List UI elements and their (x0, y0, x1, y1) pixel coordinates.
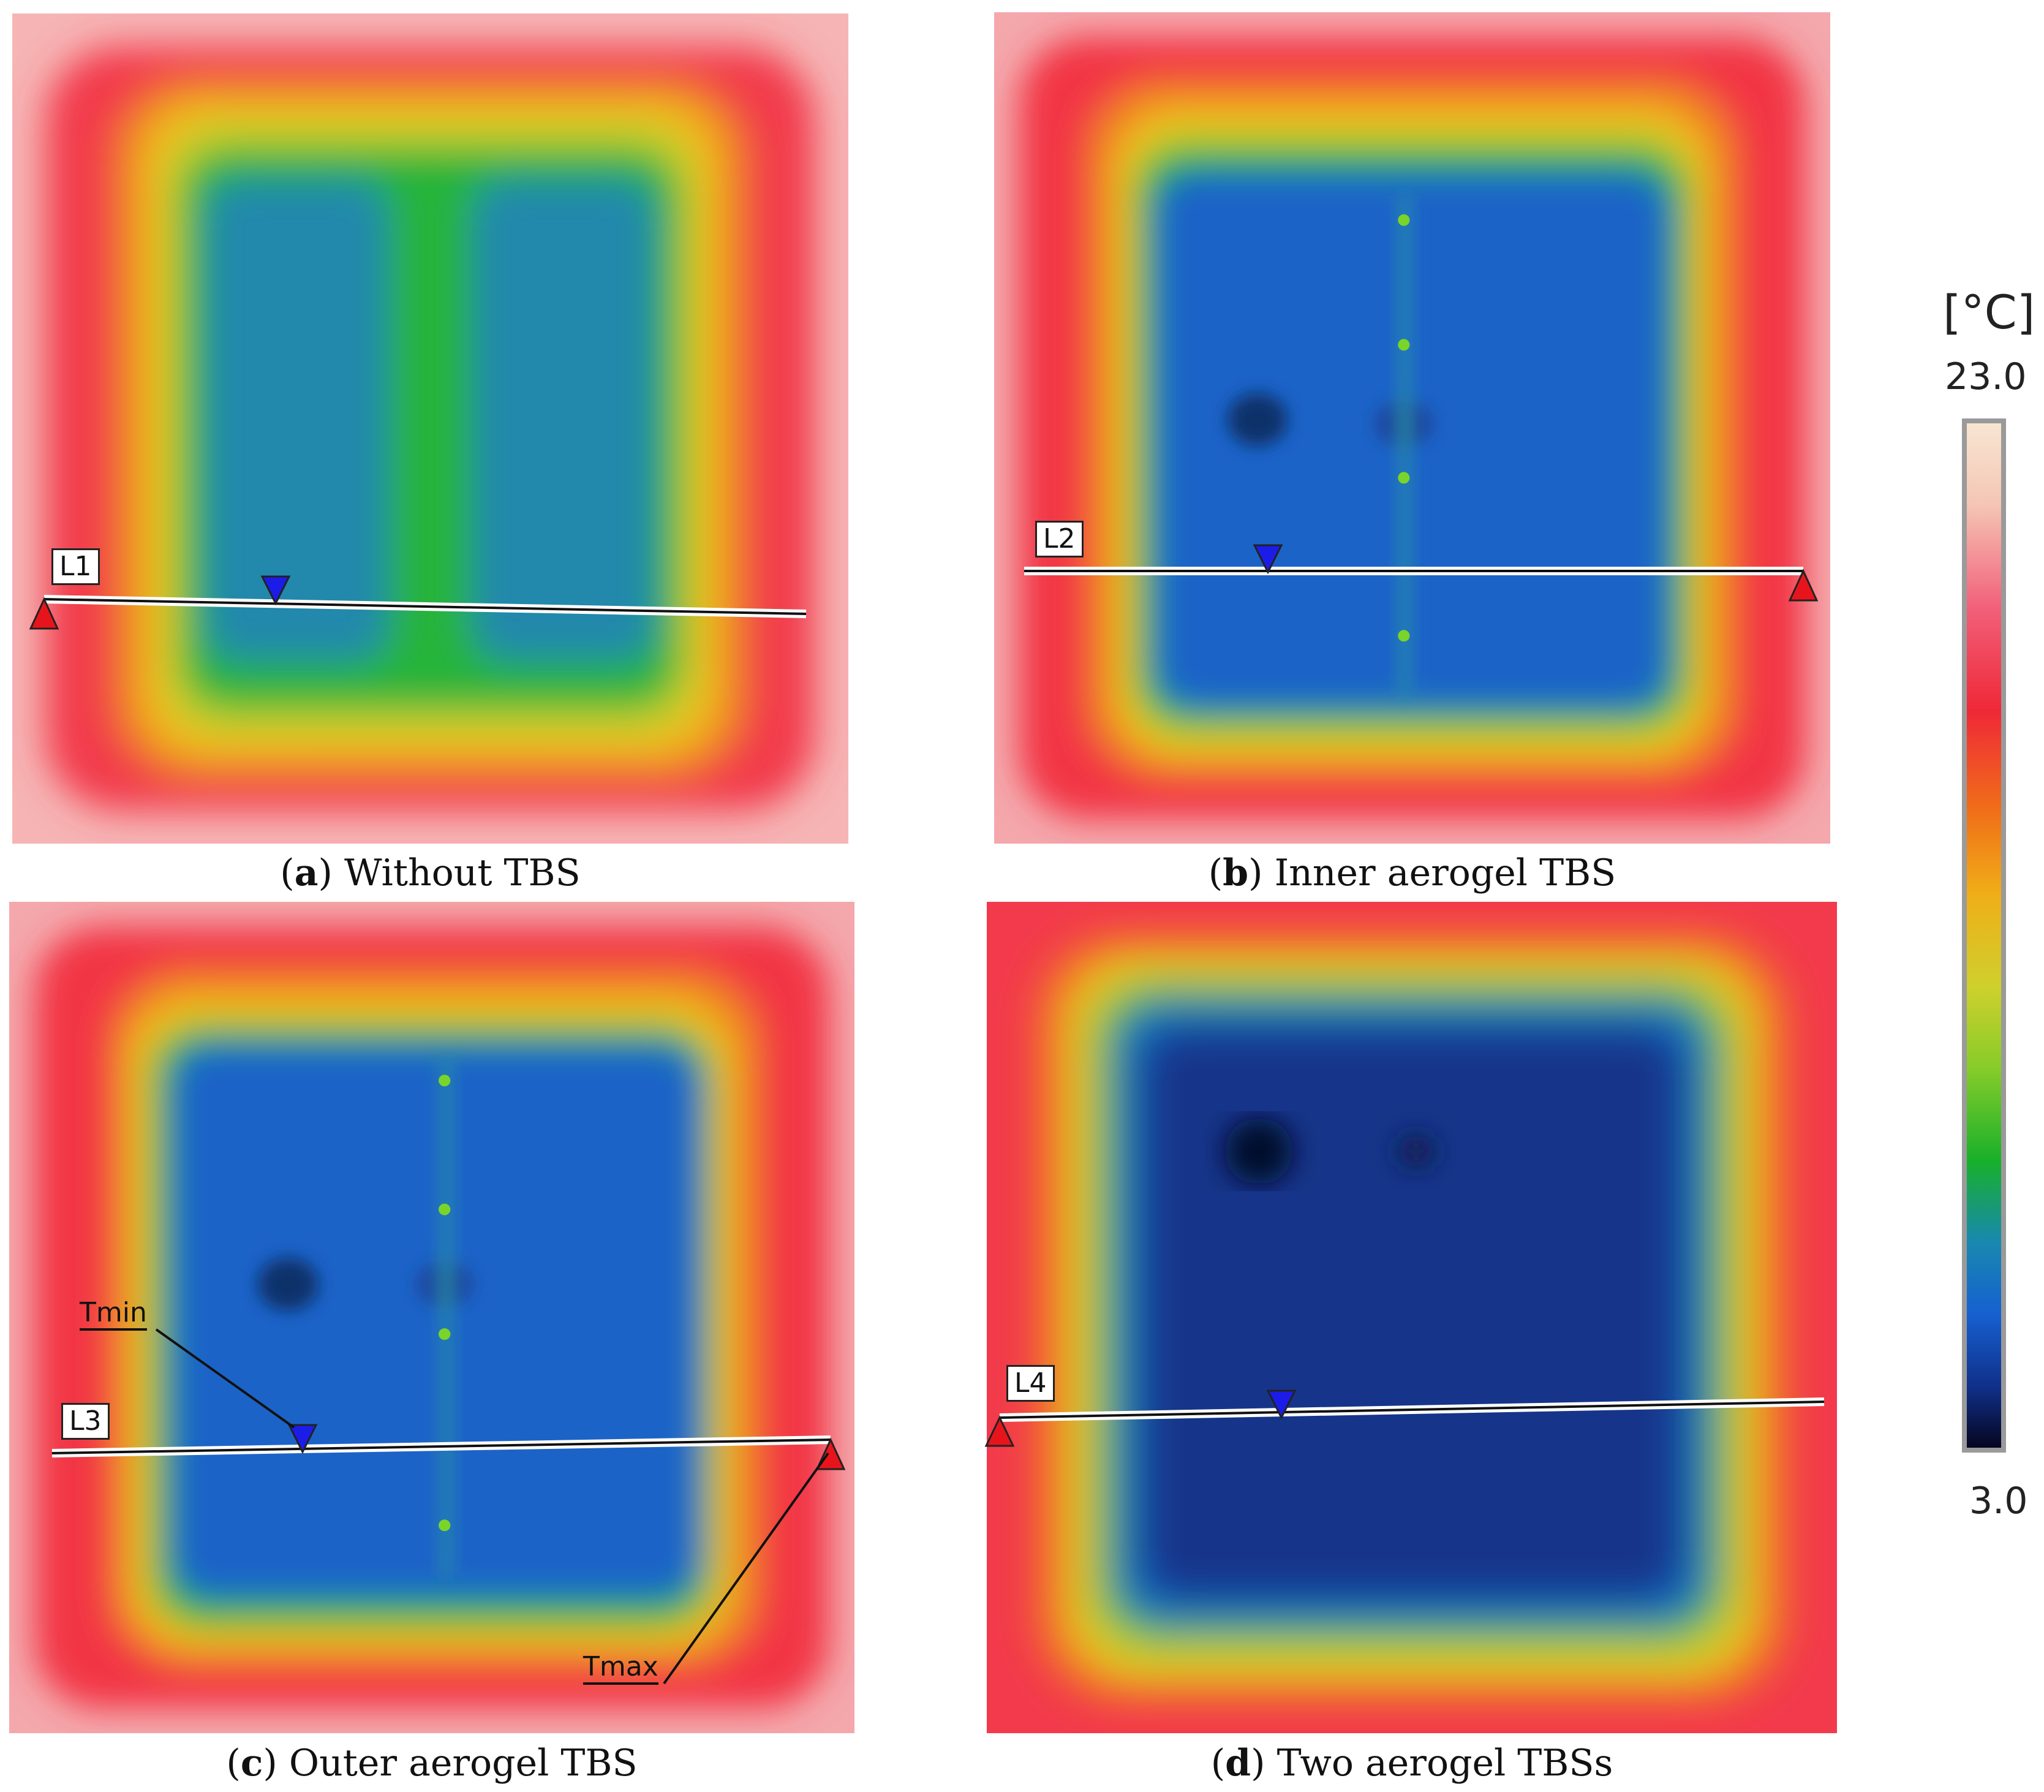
colorbar-unit: [°C] (1943, 285, 2035, 339)
caption-a: (a) Without TBS (280, 852, 581, 894)
colorbar-max-label: 23.0 (1945, 355, 2027, 398)
line-label-l4: L4 (1006, 1365, 1055, 1402)
caption-b: (b) Inner aerogel TBS (1208, 852, 1616, 894)
thermal-image-a (12, 13, 848, 844)
line-label-l2: L2 (1035, 521, 1084, 558)
line-label-l1: L1 (51, 548, 100, 585)
tmax-annotation: Tmax (583, 1652, 658, 1685)
line-label-l3: L3 (61, 1403, 110, 1440)
caption-c: (c) Outer aerogel TBS (226, 1742, 638, 1785)
caption-d: (d) Two aerogel TBSs (1210, 1742, 1613, 1785)
temperature-colorbar (1962, 418, 2006, 1453)
tmin-annotation: Tmin (80, 1298, 147, 1331)
thermal-image-d (987, 902, 1837, 1733)
colorbar-min-label: 3.0 (1969, 1480, 2028, 1522)
thermal-image-b (994, 12, 1830, 844)
